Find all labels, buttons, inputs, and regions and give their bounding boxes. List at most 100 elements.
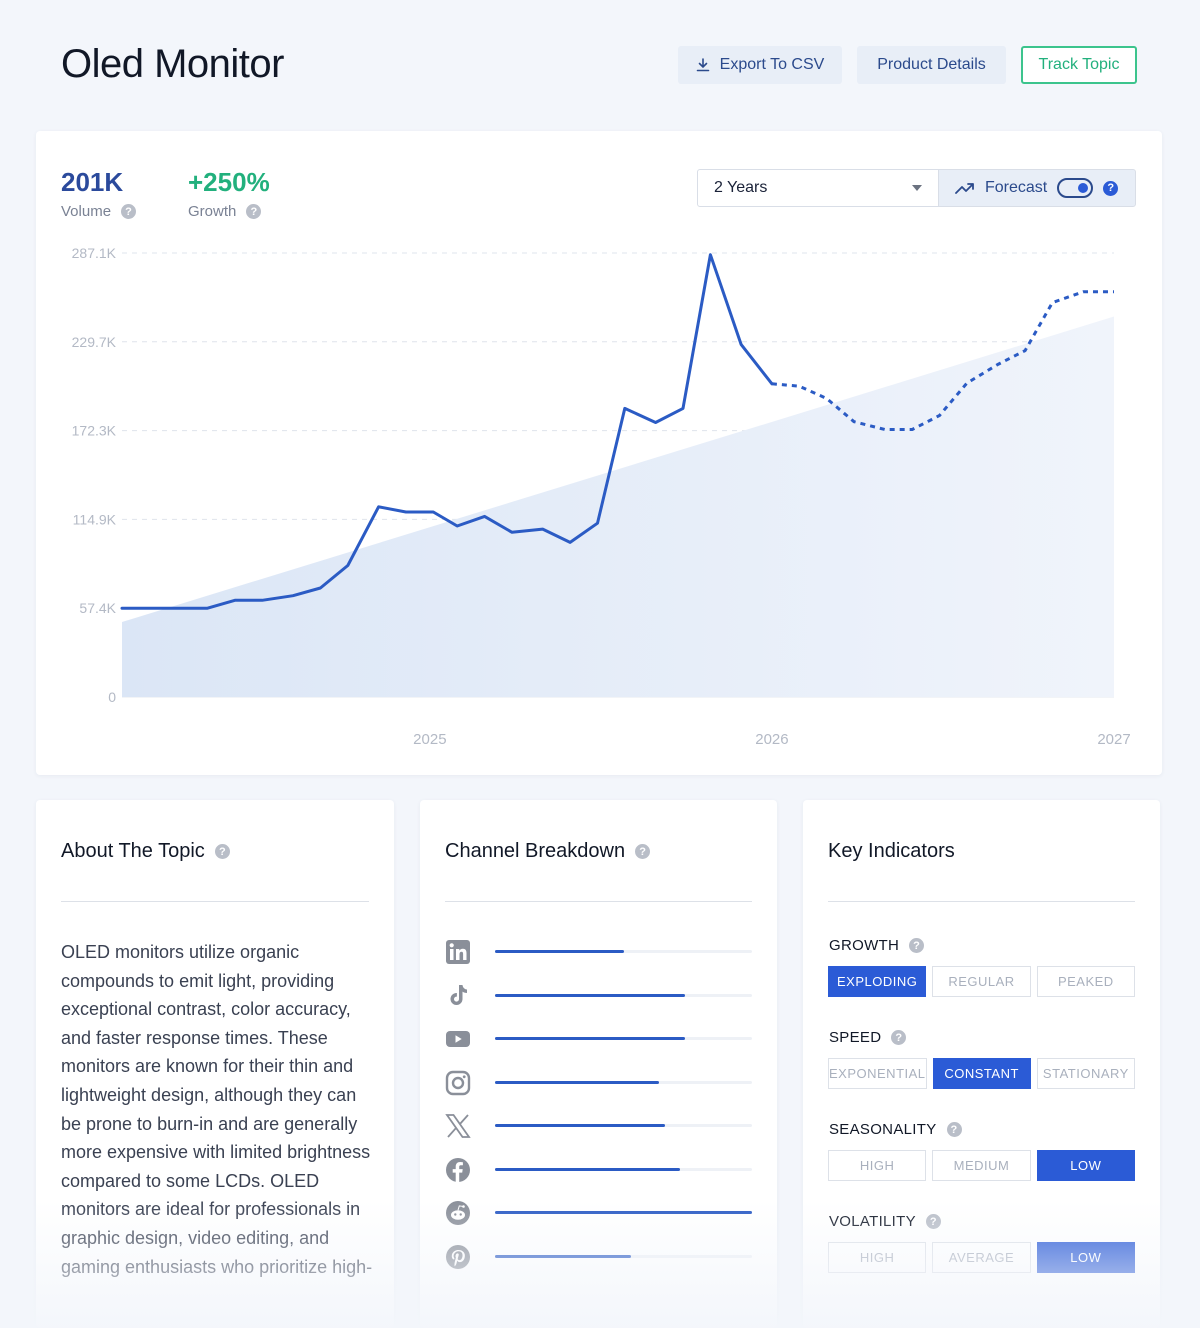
indicator-options: HIGH AVERAGE LOW (828, 1242, 1135, 1273)
growth-label-row: Growth ? (188, 203, 262, 220)
divider (61, 901, 369, 902)
download-icon (696, 58, 709, 72)
channel-row (445, 1070, 752, 1098)
help-icon[interactable]: ? (925, 1214, 941, 1229)
indicator-options: EXPLODING REGULAR PEAKED (828, 966, 1135, 997)
indicator-option-low[interactable]: LOW (1036, 1150, 1135, 1181)
indicator-option-exponential[interactable]: EXPONENTIAL (828, 1058, 927, 1089)
indicator-option-low[interactable]: LOW (1036, 1242, 1135, 1273)
about-title-row: About The Topic ? (61, 840, 230, 863)
time-range-value: 2 Years (714, 179, 768, 196)
product-details-button[interactable]: Product Details (857, 46, 1006, 84)
channel-bar-track (495, 1211, 752, 1214)
track-topic-label: Track Topic (1038, 56, 1120, 73)
forecast-control: Forecast ? (938, 169, 1136, 207)
channel-bar-fill (495, 1167, 681, 1171)
forecast-series-line (771, 290, 1114, 431)
channel-bar-track (495, 1254, 752, 1258)
channel-bar-track (495, 1080, 752, 1084)
export-csv-label: Export To CSV (719, 56, 825, 73)
y-tick-label: 57.4K (79, 600, 116, 616)
indicator-option-high[interactable]: HIGH (828, 1150, 927, 1181)
channel-row (445, 1157, 752, 1185)
indicator-option-peaked[interactable]: PEAKED (1036, 966, 1135, 997)
y-tick-label: 172.3K (72, 423, 117, 439)
y-tick-label: 0 (108, 689, 116, 705)
indicator-option-medium[interactable]: MEDIUM (932, 1150, 1031, 1181)
channel-bar-fill (495, 993, 686, 997)
growth-value: +250% (188, 167, 270, 197)
indicators-title: Key Indicators (828, 840, 955, 862)
product-details-label: Product Details (877, 56, 986, 73)
indicator-label: SPEED (829, 1029, 882, 1046)
forecast-label: Forecast (985, 179, 1048, 196)
channel-row (445, 1113, 752, 1141)
about-description: OLED monitors utilize organic compounds … (61, 942, 373, 1277)
channel-bar-track (495, 1124, 752, 1127)
y-tick-label: 114.9K (73, 511, 117, 527)
help-icon[interactable]: ? (1103, 180, 1119, 196)
channel-bar-track (495, 1167, 752, 1171)
indicator-option-regular[interactable]: REGULAR (932, 966, 1031, 997)
volume-series-line (120, 253, 774, 610)
help-icon[interactable]: ? (246, 204, 262, 219)
x-tick-label: 2026 (755, 731, 788, 748)
trend-line-chart: 287.1K 229.7K 172.3K 114.9K 57.4K 0 2025 2026 20… (72, 245, 1131, 748)
volume-label-row: Volume ? (61, 203, 137, 220)
key-indicators-panel: Key Indicators GROWTH? EXPLODING REGULAR PE… (803, 800, 1160, 1328)
channel-row (445, 1200, 752, 1228)
divider (828, 901, 1135, 902)
x-tick-label: 2027 (1097, 731, 1130, 748)
help-icon[interactable]: ? (891, 1030, 907, 1045)
help-icon[interactable]: ? (121, 204, 137, 219)
about-topic-panel: About The Topic ? OLED monitors utilize … (36, 800, 394, 1328)
channel-bar-fill (495, 950, 624, 953)
indicator-label-row: SEASONALITY? (829, 1121, 962, 1138)
track-topic-button[interactable]: Track Topic (1021, 46, 1137, 84)
channel-title: Channel Breakdown (445, 840, 626, 862)
channel-row (445, 1026, 752, 1054)
help-icon[interactable]: ? (946, 1122, 962, 1137)
indicator-label-row: SPEED? (829, 1029, 907, 1046)
indicators-title-row: Key Indicators (828, 840, 955, 863)
trending-up-icon (955, 183, 974, 194)
channel-bar-fill (495, 1080, 660, 1084)
indicator-label: SEASONALITY (829, 1121, 937, 1138)
indicator-options: EXPONENTIAL CONSTANT STATIONARY (828, 1058, 1135, 1089)
indicator-option-stationary[interactable]: STATIONARY (1036, 1058, 1135, 1089)
facebook-icon (446, 1157, 470, 1182)
help-icon[interactable]: ? (909, 938, 925, 953)
help-icon[interactable]: ? (214, 844, 230, 859)
indicator-option-exploding[interactable]: EXPLODING (828, 966, 927, 997)
youtube-icon (446, 1031, 470, 1047)
channel-bar-fill (495, 1211, 752, 1214)
growth-label: Growth (188, 203, 237, 220)
pinterest-icon (446, 1244, 470, 1269)
indicator-option-constant[interactable]: CONSTANT (932, 1058, 1031, 1089)
indicator-label-row: GROWTH? (829, 937, 925, 954)
trend-chart-card: 201K Volume ? +250% Growth ? 2 Years For… (36, 131, 1162, 775)
reddit-icon (446, 1201, 470, 1225)
indicator-options: HIGH MEDIUM LOW (828, 1150, 1135, 1181)
toggle-knob (1078, 183, 1089, 193)
forecast-toggle[interactable] (1057, 178, 1094, 198)
channel-title-row: Channel Breakdown ? (445, 840, 651, 863)
channel-bar-track (495, 950, 752, 953)
export-csv-button[interactable]: Export To CSV (678, 46, 842, 84)
volume-label: Volume (61, 203, 112, 220)
help-icon[interactable]: ? (635, 844, 651, 859)
indicator-option-high[interactable]: HIGH (828, 1242, 927, 1273)
channel-bar-fill (495, 1254, 632, 1258)
divider (445, 901, 752, 902)
indicator-label: GROWTH (829, 937, 900, 954)
channel-bar-fill (495, 1124, 665, 1127)
channel-bar-fill (495, 1037, 686, 1040)
y-tick-label: 229.7K (72, 334, 117, 350)
linkedin-icon (446, 940, 470, 964)
indicator-option-average[interactable]: AVERAGE (932, 1242, 1031, 1273)
trend-area (122, 316, 1114, 697)
page-header: Oled Monitor Export To CSV Product Detai… (0, 0, 1200, 130)
instagram-icon (445, 1070, 471, 1095)
y-tick-label: 287.1K (72, 245, 117, 261)
indicator-label: VOLATILITY (829, 1213, 916, 1230)
